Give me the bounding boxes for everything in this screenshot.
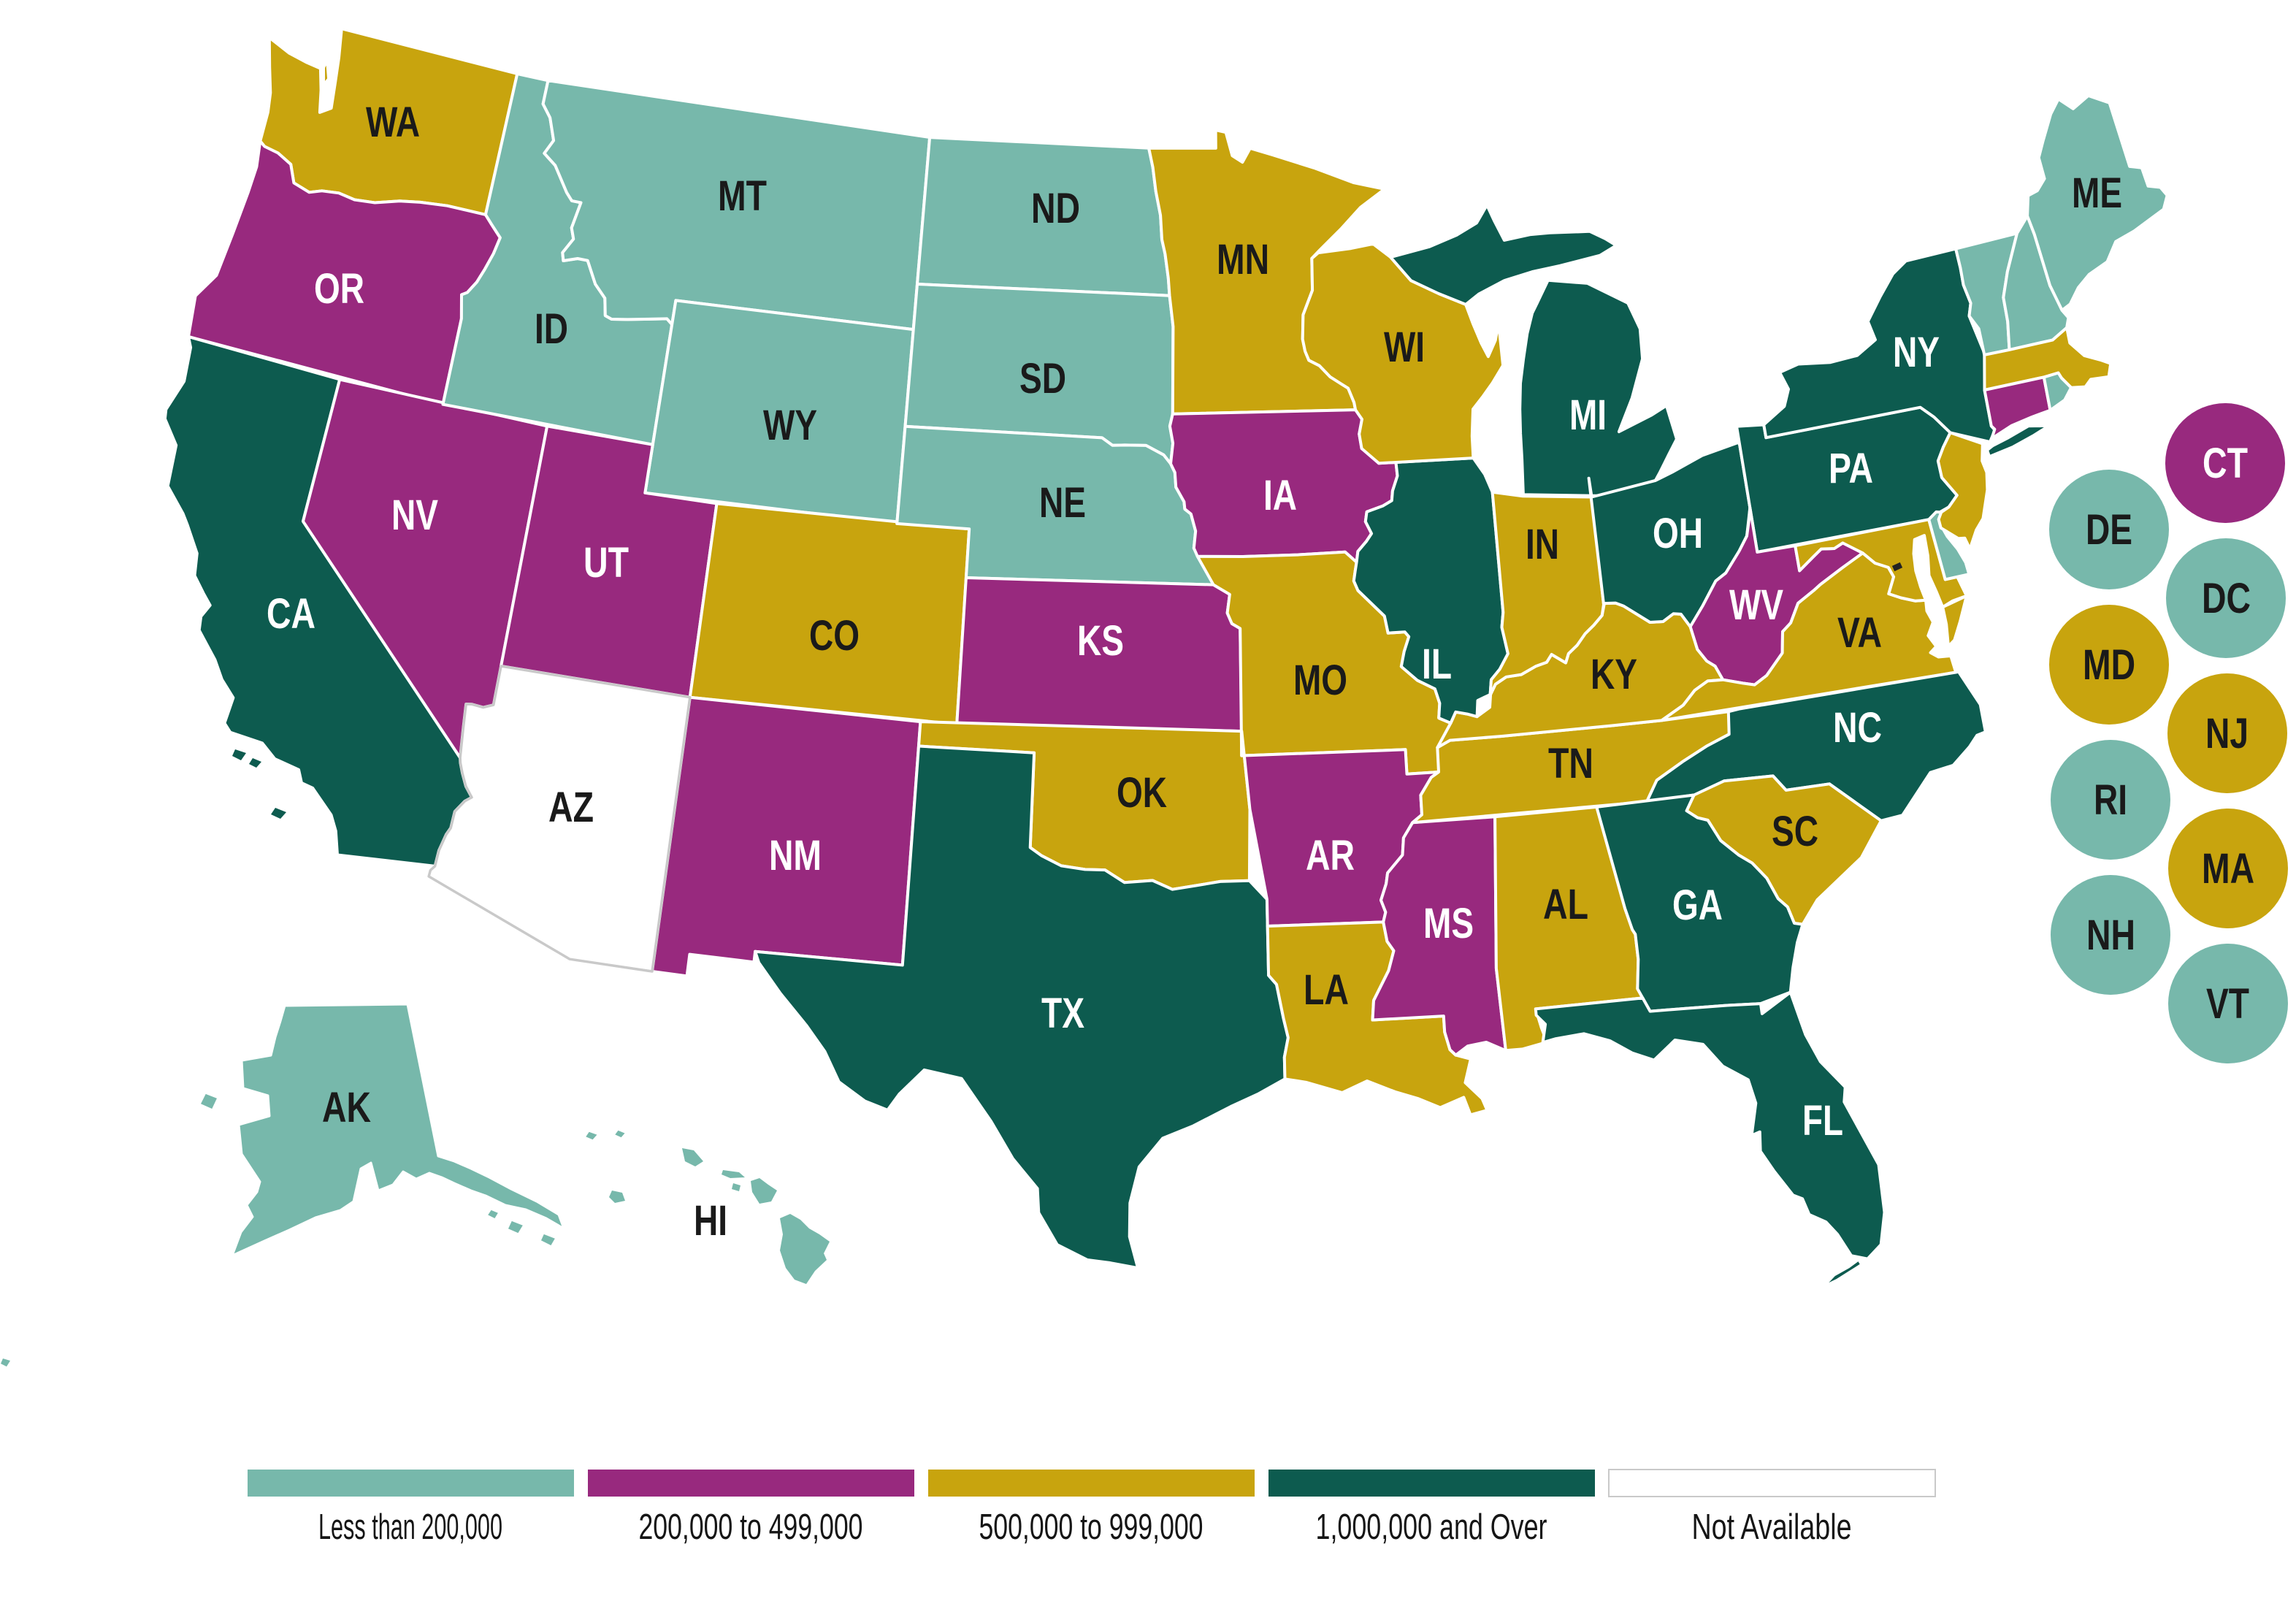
svg-text:VA: VA	[1837, 609, 1882, 657]
svg-text:MA: MA	[2202, 845, 2254, 893]
svg-text:Not Available: Not Available	[1692, 1508, 1852, 1547]
svg-text:NV: NV	[391, 492, 438, 539]
svg-text:1,000,000 and Over: 1,000,000 and Over	[1316, 1508, 1547, 1547]
svg-text:NH: NH	[2086, 912, 2135, 959]
svg-text:NE: NE	[1039, 479, 1086, 527]
svg-text:DE: DE	[2086, 506, 2132, 554]
svg-text:CT: CT	[2203, 440, 2248, 487]
svg-text:DC: DC	[2202, 575, 2251, 622]
svg-text:IL: IL	[1422, 641, 1452, 688]
svg-text:HI: HI	[694, 1197, 727, 1245]
svg-text:MD: MD	[2083, 641, 2135, 689]
svg-text:OK: OK	[1117, 769, 1167, 817]
svg-text:OR: OR	[314, 265, 364, 313]
svg-text:SC: SC	[1772, 808, 1818, 855]
svg-text:SD: SD	[1019, 355, 1066, 402]
svg-text:OH: OH	[1653, 510, 1703, 557]
svg-text:NM: NM	[769, 832, 822, 879]
svg-text:KS: KS	[1077, 617, 1124, 665]
svg-text:MN: MN	[1217, 236, 1269, 283]
svg-text:WV: WV	[1729, 581, 1783, 629]
svg-text:AR: AR	[1306, 832, 1355, 879]
svg-text:AK: AK	[322, 1084, 371, 1131]
svg-text:AZ: AZ	[548, 784, 594, 831]
svg-text:UT: UT	[583, 539, 629, 586]
svg-text:VT: VT	[2206, 980, 2249, 1028]
svg-text:ID: ID	[535, 305, 568, 353]
svg-text:NC: NC	[1833, 704, 1882, 752]
svg-text:IN: IN	[1526, 521, 1559, 568]
svg-text:NY: NY	[1893, 329, 1940, 376]
svg-text:WI: WI	[1384, 324, 1425, 371]
svg-text:IA: IA	[1263, 472, 1297, 519]
svg-text:WA: WA	[366, 99, 420, 146]
svg-text:TX: TX	[1041, 990, 1084, 1037]
svg-text:500,000 to 999,000: 500,000 to 999,000	[979, 1508, 1204, 1547]
svg-text:GA: GA	[1672, 882, 1723, 929]
svg-text:RI: RI	[2094, 776, 2127, 824]
svg-text:CA: CA	[267, 590, 315, 638]
svg-text:NJ: NJ	[2205, 710, 2249, 757]
svg-text:Less than 200,000: Less than 200,000	[318, 1508, 502, 1547]
svg-text:LA: LA	[1304, 966, 1349, 1014]
svg-text:AL: AL	[1543, 881, 1588, 928]
svg-text:MI: MI	[1569, 391, 1607, 439]
svg-text:MS: MS	[1423, 900, 1474, 947]
svg-text:FL: FL	[1802, 1097, 1843, 1145]
svg-text:ME: ME	[2072, 169, 2122, 217]
svg-text:WY: WY	[763, 402, 817, 449]
svg-text:200,000 to 499,000: 200,000 to 499,000	[639, 1508, 863, 1547]
svg-text:MT: MT	[718, 172, 767, 220]
svg-text:ND: ND	[1031, 185, 1080, 232]
svg-text:CO: CO	[809, 612, 860, 660]
svg-text:MO: MO	[1293, 657, 1347, 704]
svg-text:PA: PA	[1829, 445, 1873, 492]
svg-text:KY: KY	[1591, 651, 1637, 698]
svg-text:TN: TN	[1548, 740, 1593, 787]
